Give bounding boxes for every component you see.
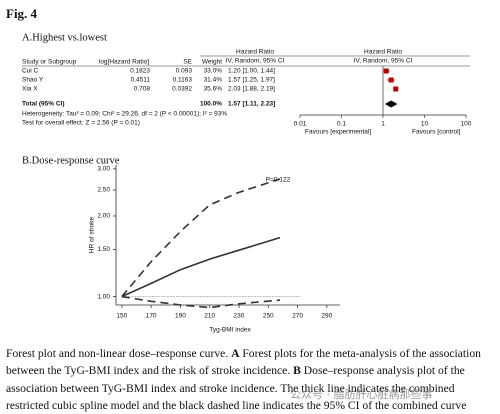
column-header: IV, Random, 95% CI bbox=[354, 58, 413, 65]
caption-text: Forest plots for the meta-analysis of th… bbox=[6, 347, 481, 378]
section-title: B.Dose-response curve bbox=[22, 155, 120, 166]
note: Heterogeneity: Tau² = 0.09; Chi² = 29.26… bbox=[22, 111, 227, 118]
curve bbox=[121, 295, 281, 309]
table-cell: 33.0% bbox=[204, 68, 223, 75]
table-cell: 0.093 bbox=[176, 68, 193, 75]
x-tick-label: 170 bbox=[146, 313, 157, 320]
y-tick-label: 2.00 bbox=[97, 213, 110, 220]
x-tick-label: 1 bbox=[381, 121, 385, 128]
x-tick-label: 290 bbox=[321, 313, 332, 320]
y-axis-label: HR of stroke bbox=[89, 217, 96, 254]
table-cell: 0.4511 bbox=[131, 77, 151, 84]
x-axis-label: Tyg-BMI index bbox=[209, 327, 251, 334]
table-cell: 0.1163 bbox=[173, 77, 193, 84]
column-header: SE bbox=[183, 59, 192, 66]
y-tick-label: 3.00 bbox=[97, 166, 110, 173]
x-tick-label: 210 bbox=[204, 313, 215, 320]
x-tick-label: 250 bbox=[263, 313, 274, 320]
summary-diamond bbox=[384, 100, 398, 108]
column-header: Hazard Ratio bbox=[364, 49, 402, 56]
table-cell: 1.57 [1.11, 2.23] bbox=[228, 101, 275, 108]
column-header: Hazard Ratio bbox=[236, 49, 274, 56]
table-cell: Shao Y bbox=[22, 77, 44, 84]
table-cell: Total (95% CI) bbox=[22, 101, 65, 108]
column-header: log[Hazard Ratio] bbox=[99, 59, 149, 66]
table-cell: 35.6% bbox=[204, 86, 223, 93]
effect-square bbox=[393, 86, 399, 92]
effect-square bbox=[388, 77, 394, 83]
table-cell: Cui C bbox=[22, 68, 39, 75]
figure: Fig. 4 A.Highest vs.lowest B.Dose-respon… bbox=[6, 6, 472, 334]
x-tick-label: 10 bbox=[421, 121, 429, 128]
note: Test for overall effect: Z = 2.56 (P = 0… bbox=[22, 120, 140, 127]
x-tick-label: 270 bbox=[292, 313, 303, 320]
favours-label: Favours [control] bbox=[412, 129, 461, 136]
section-title: A.Highest vs.lowest bbox=[22, 32, 107, 43]
curve bbox=[121, 178, 281, 298]
table-cell: 1.57 [1.25, 1.97] bbox=[228, 77, 275, 84]
y-tick-label: 2.50 bbox=[97, 187, 110, 194]
caption-bold: B bbox=[293, 364, 301, 378]
effect-square bbox=[383, 68, 389, 74]
caption: Forest plot and non-linear dose–response… bbox=[6, 345, 496, 414]
table-cell: 2.03 [1.88, 2.19] bbox=[228, 86, 275, 93]
table-cell: 100.0% bbox=[200, 101, 222, 108]
x-tick-label: 0.1 bbox=[337, 121, 346, 128]
table-cell: 1.20 [1.00, 1.44] bbox=[228, 68, 275, 75]
x-tick-label: 230 bbox=[234, 313, 245, 320]
x-tick-label: 150 bbox=[116, 313, 127, 320]
caption-text: Dose–response analysis plot of the assoc… bbox=[6, 364, 467, 413]
curve bbox=[121, 236, 281, 298]
table-cell: 0.708 bbox=[134, 86, 151, 93]
table-cell: 0.1823 bbox=[130, 68, 150, 75]
caption-bold: A bbox=[231, 347, 240, 360]
caption-text: Forest plot and non-linear dose–response… bbox=[6, 347, 232, 360]
table-cell: 0.0392 bbox=[172, 86, 192, 93]
favours-label: Favours [experimental] bbox=[305, 129, 371, 136]
x-tick-label: 190 bbox=[175, 313, 186, 320]
column-header: Weight bbox=[202, 59, 222, 66]
watermark: 公众号 · 脂肪肝心脏病那些事 bbox=[290, 388, 433, 401]
table-cell: Xia X bbox=[22, 86, 38, 93]
y-tick-label: 1.50 bbox=[97, 246, 110, 253]
column-header: IV, Random, 95% CI bbox=[226, 58, 285, 65]
y-tick-label: 1.00 bbox=[97, 293, 110, 300]
figure-label: Fig. 4 bbox=[6, 6, 38, 21]
column-header: Study or Subgroup bbox=[22, 59, 77, 66]
annotation: P=0.122 bbox=[266, 177, 291, 184]
x-tick-label: 0.01 bbox=[294, 121, 307, 128]
table-cell: 31.4% bbox=[204, 77, 223, 84]
x-tick-label: 100 bbox=[461, 121, 472, 128]
